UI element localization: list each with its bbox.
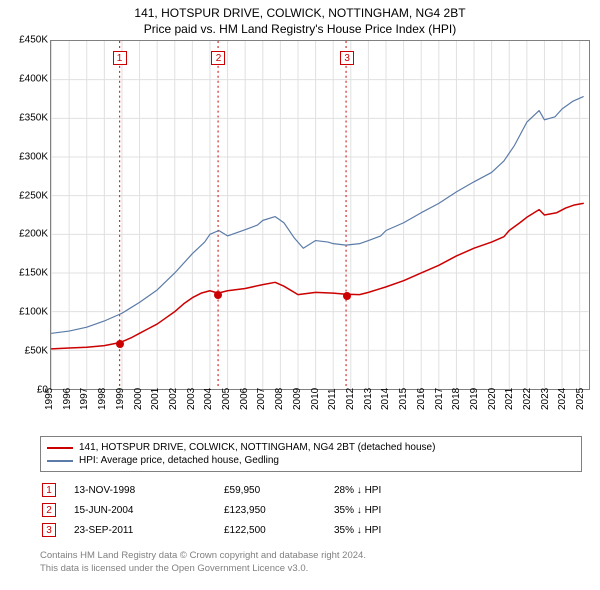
legend-swatch — [47, 460, 73, 462]
chart-container: 141, HOTSPUR DRIVE, COLWICK, NOTTINGHAM,… — [0, 0, 600, 580]
x-tick-label: 2003 — [186, 388, 197, 410]
x-tick-label: 2018 — [451, 388, 462, 410]
transaction-price: £59,950 — [224, 485, 334, 496]
footer-line-1: Contains HM Land Registry data © Crown c… — [40, 550, 594, 563]
x-tick-label: 2014 — [380, 388, 391, 410]
x-tick-label: 2002 — [168, 388, 179, 410]
title-main: 141, HOTSPUR DRIVE, COLWICK, NOTTINGHAM,… — [6, 6, 594, 20]
transaction-date: 15-JUN-2004 — [74, 505, 224, 516]
y-tick-label: £150K — [19, 268, 48, 279]
series-hpi — [52, 97, 584, 334]
x-tick-label: 2009 — [292, 388, 303, 410]
transaction-date: 23-SEP-2011 — [74, 525, 224, 536]
legend-label: 141, HOTSPUR DRIVE, COLWICK, NOTTINGHAM,… — [79, 442, 435, 453]
x-tick-label: 2010 — [310, 388, 321, 410]
legend-label: HPI: Average price, detached house, Gedl… — [79, 455, 279, 466]
x-tick-label: 2023 — [540, 388, 551, 410]
plot-row: £0£50K£100K£150K£200K£250K£300K£350K£400… — [6, 40, 594, 390]
y-tick-label: £450K — [19, 35, 48, 46]
transaction-hpi: 28% ↓ HPI — [334, 485, 454, 496]
x-tick-label: 2016 — [416, 388, 427, 410]
y-tick-label: £300K — [19, 151, 48, 162]
x-tick-label: 2000 — [133, 388, 144, 410]
legend: 141, HOTSPUR DRIVE, COLWICK, NOTTINGHAM,… — [40, 436, 582, 472]
transaction-index-box: 1 — [42, 483, 56, 497]
event-dot — [116, 340, 124, 348]
x-tick-label: 2020 — [487, 388, 498, 410]
transaction-table: 1 13-NOV-1998£59,95028% ↓ HPI 2 15-JUN-2004… — [40, 480, 582, 540]
x-tick-label: 2013 — [363, 388, 374, 410]
x-tick-label: 2025 — [575, 388, 586, 410]
event-dot — [343, 292, 351, 300]
transaction-hpi: 35% ↓ HPI — [334, 525, 454, 536]
y-tick-label: £100K — [19, 307, 48, 318]
x-tick-label: 2001 — [150, 388, 161, 410]
transaction-row: 1 13-NOV-1998£59,95028% ↓ HPI — [40, 480, 582, 500]
transaction-price: £123,950 — [224, 505, 334, 516]
series-price_paid — [52, 203, 584, 348]
x-tick-label: 2007 — [256, 388, 267, 410]
legend-swatch — [47, 447, 73, 449]
x-tick-label: 2004 — [203, 388, 214, 410]
x-tick-label: 1999 — [115, 388, 126, 410]
y-axis: £0£50K£100K£150K£200K£250K£300K£350K£400… — [6, 40, 50, 390]
y-tick-label: £250K — [19, 190, 48, 201]
transaction-hpi: 35% ↓ HPI — [334, 505, 454, 516]
transaction-index-box: 2 — [42, 503, 56, 517]
legend-item: 141, HOTSPUR DRIVE, COLWICK, NOTTINGHAM,… — [47, 441, 575, 454]
x-tick-label: 1996 — [62, 388, 73, 410]
transaction-row: 2 15-JUN-2004£123,95035% ↓ HPI — [40, 500, 582, 520]
footer: Contains HM Land Registry data © Crown c… — [40, 550, 594, 576]
x-tick-label: 2012 — [345, 388, 356, 410]
transaction-date: 13-NOV-1998 — [74, 485, 224, 496]
event-marker-box: 1 — [113, 51, 127, 65]
x-tick-label: 2019 — [469, 388, 480, 410]
x-tick-label: 2022 — [522, 388, 533, 410]
x-tick-label: 2008 — [274, 388, 285, 410]
x-tick-label: 2005 — [221, 388, 232, 410]
event-marker-box: 2 — [211, 51, 225, 65]
x-tick-label: 2024 — [557, 388, 568, 410]
event-marker-box: 3 — [340, 51, 354, 65]
footer-line-2: This data is licensed under the Open Gov… — [40, 563, 594, 576]
title-sub: Price paid vs. HM Land Registry's House … — [6, 22, 594, 36]
series-layer — [51, 41, 589, 389]
event-dot — [214, 291, 222, 299]
plot-area: 1 2 3 — [50, 40, 590, 390]
transaction-price: £122,500 — [224, 525, 334, 536]
x-tick-label: 2015 — [398, 388, 409, 410]
x-tick-label: 1995 — [44, 388, 55, 410]
y-tick-label: £50K — [25, 346, 48, 357]
x-tick-label: 1997 — [79, 388, 90, 410]
x-tick-label: 2011 — [327, 388, 338, 410]
transaction-row: 3 23-SEP-2011£122,50035% ↓ HPI — [40, 520, 582, 540]
y-tick-label: £200K — [19, 229, 48, 240]
transaction-index-box: 3 — [42, 523, 56, 537]
titles: 141, HOTSPUR DRIVE, COLWICK, NOTTINGHAM,… — [6, 6, 594, 36]
y-tick-label: £400K — [19, 73, 48, 84]
x-axis: 1995199619971998199920002001200220032004… — [50, 390, 590, 430]
legend-item: HPI: Average price, detached house, Gedl… — [47, 454, 575, 467]
x-tick-label: 1998 — [97, 388, 108, 410]
x-tick-label: 2021 — [504, 388, 515, 410]
x-tick-label: 2017 — [434, 388, 445, 410]
x-tick-label: 2006 — [239, 388, 250, 410]
y-tick-label: £350K — [19, 112, 48, 123]
